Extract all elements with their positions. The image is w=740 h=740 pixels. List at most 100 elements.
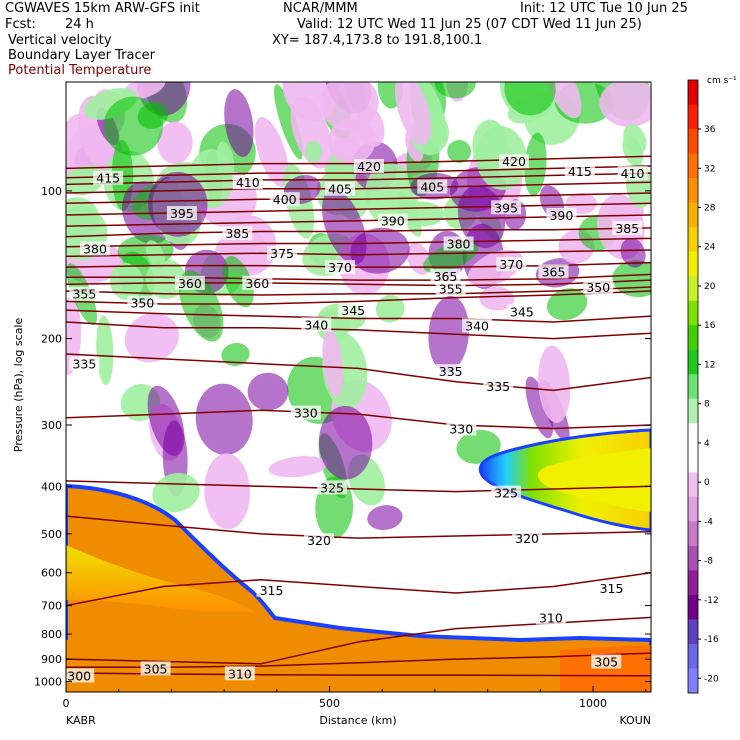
colorbar-frame [687, 79, 699, 694]
bl-tracer-surface-layer [66, 640, 651, 692]
colorbar-swatch [688, 643, 698, 669]
theta-label-bg [617, 166, 648, 181]
theta-315-line [66, 571, 651, 607]
theta-label: 365 [542, 265, 566, 280]
org-label: NCAR/MMM [283, 1, 358, 16]
theta-label: 315 [260, 583, 284, 598]
theta-405-line [66, 181, 651, 194]
fcst-value: 24 h [65, 17, 94, 32]
y-tick-label: 800 [41, 628, 62, 641]
theta-label: 370 [328, 260, 352, 275]
theta-label: 410 [621, 166, 645, 181]
valid-time: Valid: 12 UTC Wed 11 Jun 25 (07 CDT Wed … [297, 17, 642, 32]
plot-frame [65, 81, 652, 693]
theta-335-line [66, 353, 651, 392]
colorbar-tick-label: -20 [704, 674, 719, 684]
theta-label-bg [325, 260, 356, 275]
theta-380-line [66, 237, 651, 248]
theta-label-bg [491, 200, 522, 215]
theta-label-bg [269, 192, 300, 207]
theta-label: 385 [225, 226, 249, 241]
downdraft-cell [66, 297, 82, 375]
theta-label: 400 [273, 192, 297, 207]
field-bl-tracer: Boundary Layer Tracer [8, 48, 155, 63]
bl-tracer-yellow-core [66, 545, 255, 612]
theta-330-line [66, 409, 651, 430]
y-tick-label: 1000 [34, 676, 62, 689]
plot-area: 300 305 310 315 310 305 315 320 320 325 325 330 330 3… [66, 82, 651, 692]
theta-contour-labels: 300 305 310 315 310 305 315 320 320 325 325 330 330 3… [66, 154, 648, 684]
theta-label-bg [435, 281, 466, 296]
updraft-cell [447, 139, 471, 164]
colorbar-swatch [688, 276, 698, 302]
y-tick-label: 300 [41, 419, 62, 432]
theta-label-bg [499, 154, 529, 169]
downdraft-cell [318, 406, 373, 480]
theta-label: 340 [304, 317, 328, 332]
theta-label-bg [174, 275, 205, 290]
colorbar-swatch [688, 472, 698, 498]
colorbar-tick-label: 20 [704, 282, 716, 292]
theta-label: 305 [144, 661, 168, 676]
theta-label-bg [596, 581, 627, 596]
init-time: Init: 12 UTC Tue 10 Jun 25 [520, 1, 688, 16]
theta-label-bg [612, 220, 643, 235]
theta-label-bg [301, 317, 332, 332]
colorbar-swatch [688, 668, 698, 694]
colorbar: 36 32 28 24 20 16 12 8 4 0 -4 -8 -12 -16 -20 [687, 79, 719, 694]
theta-label: 405 [328, 182, 352, 197]
downdraft-cell [195, 383, 253, 456]
updraft-cell [221, 343, 250, 366]
colorbar-tick-label: 16 [704, 321, 716, 331]
x-tick-label: 1000 [579, 697, 607, 710]
theta-395-line [66, 202, 651, 216]
theta-label-bg [462, 318, 493, 333]
updraft-cell [524, 132, 547, 197]
theta-label-bg [338, 303, 369, 318]
y-tick-label: 700 [41, 600, 62, 613]
theta-410-line [66, 172, 651, 186]
theta-label-bg [222, 226, 253, 241]
colorbar-swatch [688, 104, 698, 130]
theta-label-bg [354, 159, 384, 173]
theta-label-bg [446, 421, 477, 436]
theta-label: 365 [434, 269, 458, 284]
colorbar-swatch [688, 496, 698, 522]
theta-label-bg [93, 170, 124, 185]
theta-label-bg [377, 213, 408, 228]
theta-label: 305 [594, 655, 618, 670]
theta-label: 420 [357, 159, 381, 174]
colorbar-swatch [688, 227, 698, 253]
bl-tracer-left-plume [66, 483, 651, 692]
theta-label: 385 [615, 221, 639, 236]
downdraft-cell [350, 227, 410, 274]
theta-label: 370 [499, 257, 523, 272]
theta-label: 380 [83, 241, 107, 256]
y-tick-label: 200 [41, 333, 62, 346]
theta-label: 335 [439, 364, 463, 379]
field-vertical-velocity: Vertical velocity [8, 33, 112, 48]
updraft-cell [456, 429, 501, 464]
colorbar-swatch [688, 129, 698, 155]
theta-label-bg [512, 531, 543, 546]
theta-label-bg [325, 181, 356, 196]
colorbar-tick-label: 12 [704, 360, 715, 370]
x-axis-label: Distance (km) [319, 714, 396, 727]
updraft-cell [109, 263, 144, 300]
theta-400-line [66, 192, 651, 205]
y-tick-label: 100 [41, 185, 62, 198]
colorbar-swatch [688, 570, 698, 596]
theta-label: 375 [270, 246, 294, 261]
theta-label-bg [417, 179, 448, 194]
colorbar-tick-label: -12 [704, 596, 719, 606]
theta-320-line [66, 515, 651, 539]
theta-label: 310 [539, 610, 563, 625]
downdraft-cell [157, 121, 193, 165]
updraft-cell [103, 96, 163, 156]
colorbar-tick-label: -4 [704, 517, 713, 527]
colorbar-tick-label: -8 [704, 557, 713, 567]
colorbar-tick-label: 28 [704, 204, 716, 214]
theta-label: 300 [67, 669, 91, 684]
colorbar-swatch [688, 300, 698, 326]
updraft-cell [305, 140, 322, 163]
